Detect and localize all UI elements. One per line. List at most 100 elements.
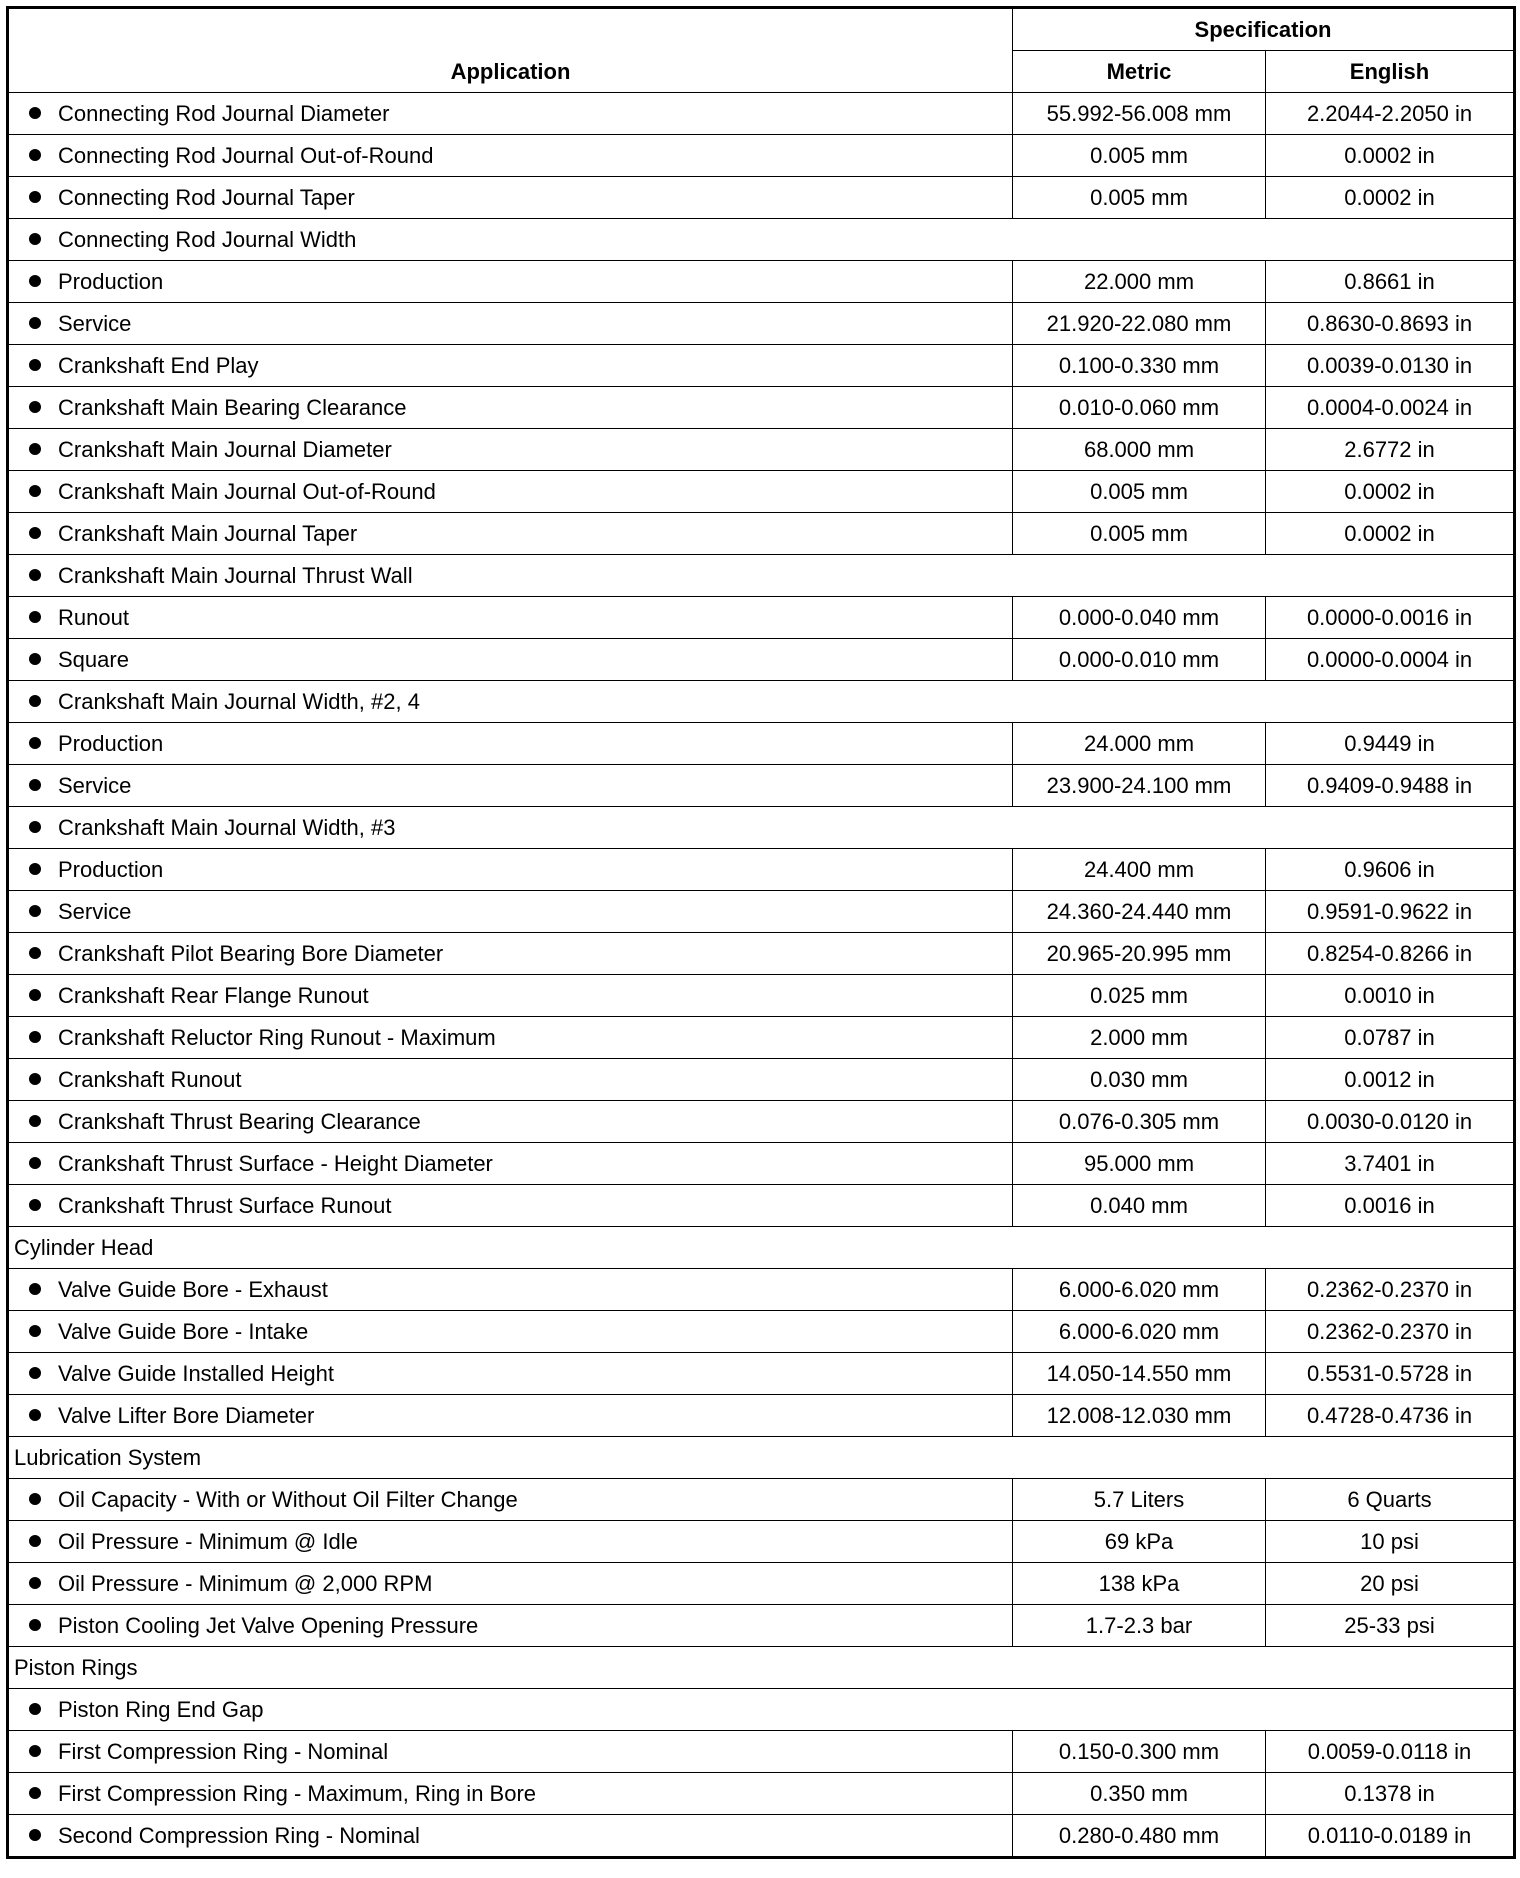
english-header: English	[1264, 50, 1516, 93]
english-value: 0.5531-0.5728 in	[1264, 1352, 1516, 1395]
metric-value: 138 kPa	[1012, 1562, 1266, 1605]
metric-value: 23.900-24.100 mm	[1012, 764, 1266, 807]
group-row: Crankshaft Main Journal Width, #3	[6, 806, 1516, 849]
bullet-icon	[29, 443, 41, 456]
bullet-icon	[29, 1157, 41, 1170]
english-value: 0.0010 in	[1264, 974, 1516, 1017]
application-label: Crankshaft Main Journal Thrust Wall	[58, 563, 413, 588]
application-cell: Piston Ring End Gap	[6, 1688, 1516, 1731]
bullet-icon	[29, 1703, 41, 1716]
bullet-icon	[29, 653, 41, 666]
application-label: Crankshaft Thrust Surface Runout	[58, 1193, 392, 1218]
application-cell: Service	[7, 890, 1013, 933]
group-row: Crankshaft Main Journal Thrust Wall	[6, 554, 1516, 597]
metric-value: 5.7 Liters	[1012, 1478, 1266, 1521]
application-label: Connecting Rod Journal Out-of-Round	[58, 143, 434, 168]
table-row: Crankshaft Rear Flange Runout 0.025 mm 0.0…	[7, 974, 1516, 1017]
english-value: 0.0002 in	[1264, 176, 1516, 219]
application-label: Crankshaft Thrust Bearing Clearance	[58, 1109, 421, 1134]
table-row: Service 21.920-22.080 mm 0.8630-0.8693 in	[7, 302, 1516, 345]
bullet-icon	[29, 149, 41, 162]
bullet-icon	[29, 1493, 41, 1506]
metric-value: 12.008-12.030 mm	[1012, 1394, 1266, 1437]
application-cell: Production	[7, 848, 1013, 891]
metric-value: 1.7-2.3 bar	[1012, 1604, 1266, 1647]
english-value: 0.0110-0.0189 in	[1264, 1814, 1516, 1858]
application-label: Crankshaft Main Journal Taper	[58, 521, 358, 546]
metric-value: 0.010-0.060 mm	[1012, 386, 1266, 429]
bullet-icon	[29, 1325, 41, 1338]
english-value: 10 psi	[1264, 1520, 1516, 1563]
table-row: Service 23.900-24.100 mm 0.9409-0.9488 in	[7, 764, 1516, 807]
bullet-icon	[29, 1829, 41, 1842]
application-label: Valve Guide Installed Height	[58, 1361, 334, 1386]
application-cell: Valve Guide Installed Height	[7, 1352, 1013, 1395]
application-label: Crankshaft Main Journal Out-of-Round	[58, 479, 436, 504]
bullet-icon	[29, 1535, 41, 1548]
table-row: Crankshaft Thrust Surface - Height Diame…	[7, 1142, 1516, 1185]
application-cell: Oil Pressure - Minimum @ Idle	[7, 1520, 1013, 1563]
metric-value: 22.000 mm	[1012, 260, 1266, 303]
application-label: Crankshaft Main Journal Width, #3	[58, 815, 396, 840]
english-value: 0.0000-0.0016 in	[1264, 596, 1516, 639]
table-row: Crankshaft Reluctor Ring Runout - Maximu…	[7, 1016, 1516, 1059]
section-label: Piston Rings	[14, 1655, 138, 1680]
application-cell: Lubrication System	[6, 1436, 1516, 1479]
application-label: Oil Pressure - Minimum @ Idle	[58, 1529, 358, 1554]
table-row: Crankshaft Thrust Surface Runout 0.040 mm…	[7, 1184, 1516, 1227]
table-row: Production 24.400 mm 0.9606 in	[7, 848, 1516, 891]
metric-value: 6.000-6.020 mm	[1012, 1268, 1266, 1311]
application-cell: Connecting Rod Journal Out-of-Round	[7, 134, 1013, 177]
metric-value: 0.030 mm	[1012, 1058, 1266, 1101]
table-row: Connecting Rod Journal Diameter 55.992-56…	[7, 92, 1516, 135]
application-cell: Crankshaft Rear Flange Runout	[7, 974, 1013, 1017]
table-row: Service 24.360-24.440 mm 0.9591-0.9622 in	[7, 890, 1516, 933]
metric-value: 0.000-0.040 mm	[1012, 596, 1266, 639]
bullet-icon	[29, 1199, 41, 1212]
bullet-icon	[29, 1283, 41, 1296]
table-row: Square 0.000-0.010 mm 0.0000-0.0004 in	[7, 638, 1516, 681]
bullet-icon	[29, 947, 41, 960]
english-value: 0.9409-0.9488 in	[1264, 764, 1516, 807]
table-row: Oil Pressure - Minimum @ 2,000 RPM 138 kP…	[7, 1562, 1516, 1605]
application-cell: Square	[7, 638, 1013, 681]
bullet-icon	[29, 191, 41, 204]
table-body: Connecting Rod Journal Diameter 55.992-56…	[6, 92, 1516, 1858]
application-label: Valve Guide Bore - Exhaust	[58, 1277, 328, 1302]
metric-value: 0.040 mm	[1012, 1184, 1266, 1227]
application-cell: First Compression Ring - Nominal	[7, 1730, 1013, 1773]
bullet-icon	[29, 1073, 41, 1086]
metric-value: 2.000 mm	[1012, 1016, 1266, 1059]
english-value: 0.1378 in	[1264, 1772, 1516, 1815]
english-value: 0.0059-0.0118 in	[1264, 1730, 1516, 1773]
application-label: Connecting Rod Journal Width	[58, 227, 357, 252]
bullet-icon	[29, 863, 41, 876]
english-value: 2.2044-2.2050 in	[1264, 92, 1516, 135]
table-row: First Compression Ring - Maximum, Ring i…	[7, 1772, 1516, 1815]
application-cell: Valve Guide Bore - Intake	[7, 1310, 1013, 1353]
english-value: 0.0002 in	[1264, 134, 1516, 177]
bullet-icon	[29, 1577, 41, 1590]
english-value: 3.7401 in	[1264, 1142, 1516, 1185]
table-row: Connecting Rod Journal Out-of-Round 0.005…	[7, 134, 1516, 177]
table-row: Oil Pressure - Minimum @ Idle 69 kPa 10 ps…	[7, 1520, 1516, 1563]
table-row: Crankshaft End Play 0.100-0.330 mm 0.0039-…	[7, 344, 1516, 387]
application-cell: Production	[7, 722, 1013, 765]
table-row: Second Compression Ring - Nominal 0.280-0…	[7, 1814, 1516, 1858]
metric-value: 0.100-0.330 mm	[1012, 344, 1266, 387]
table-row: Piston Cooling Jet Valve Opening Pressur…	[7, 1604, 1516, 1647]
bullet-icon	[29, 1745, 41, 1758]
application-label: Piston Ring End Gap	[58, 1697, 264, 1722]
bullet-icon	[29, 821, 41, 834]
metric-value: 55.992-56.008 mm	[1012, 92, 1266, 135]
bullet-icon	[29, 695, 41, 708]
group-row: Piston Ring End Gap	[6, 1688, 1516, 1731]
metric-value: 0.000-0.010 mm	[1012, 638, 1266, 681]
application-label: Production	[58, 269, 164, 294]
application-cell: Crankshaft Thrust Surface Runout	[7, 1184, 1013, 1227]
table-row: Runout 0.000-0.040 mm 0.0000-0.0016 in	[7, 596, 1516, 639]
metric-value: 0.005 mm	[1012, 134, 1266, 177]
table-row: Production 24.000 mm 0.9449 in	[7, 722, 1516, 765]
bullet-icon	[29, 905, 41, 918]
table-row: Crankshaft Main Journal Taper 0.005 mm 0.0…	[7, 512, 1516, 555]
